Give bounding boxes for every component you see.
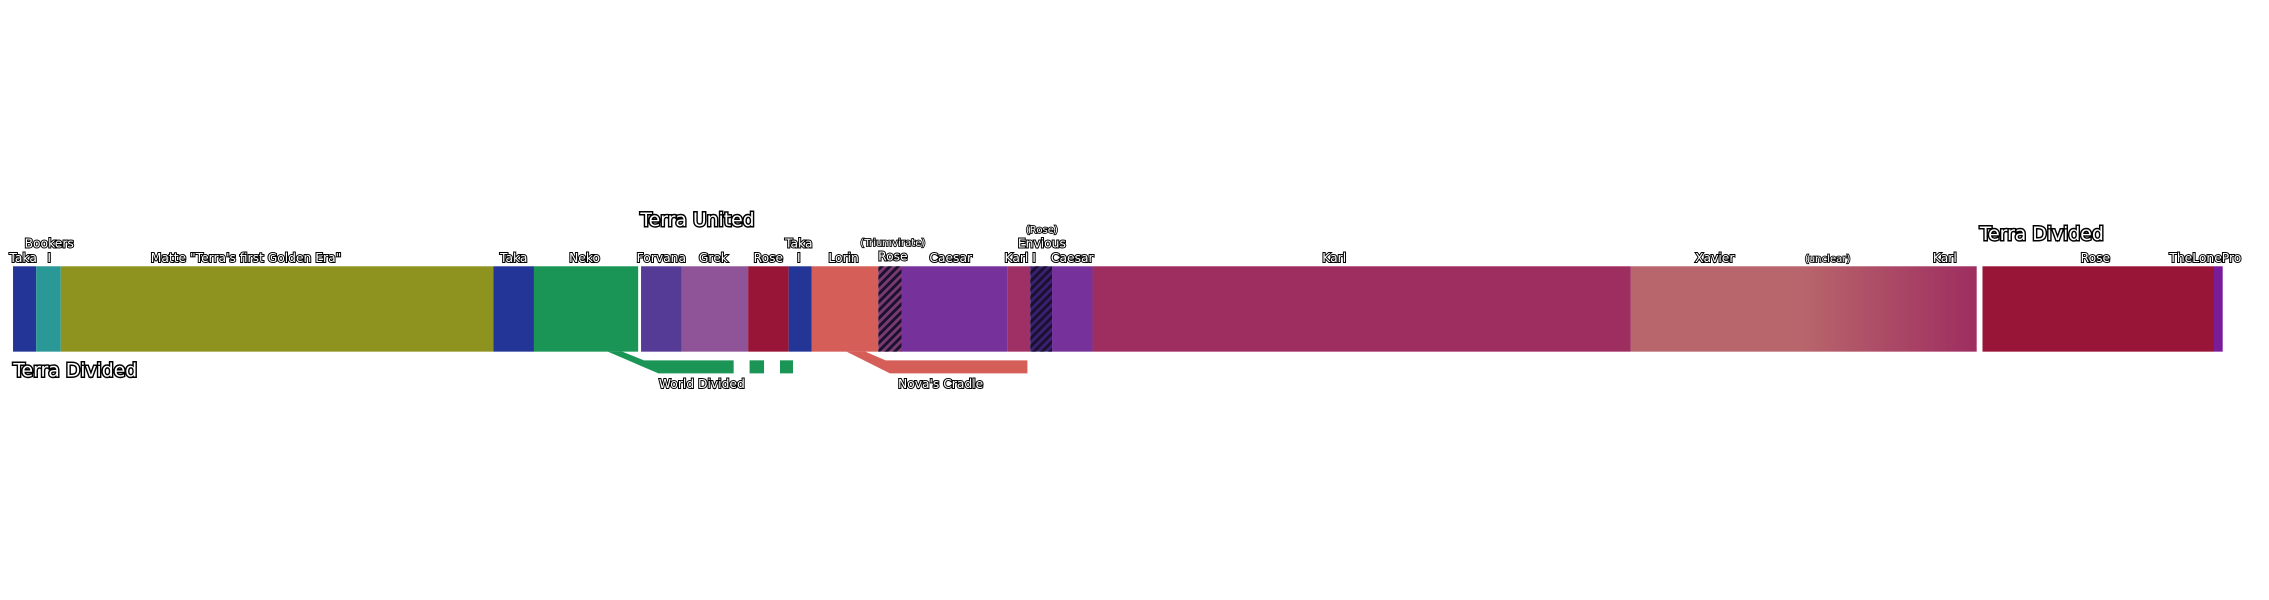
branch-label: Nova's Cradle [898,377,983,391]
segment-label: I [797,251,801,265]
segment [681,266,749,352]
branch-block [779,360,793,374]
start-annotation: Terra Divided [12,360,137,381]
segment [1092,266,1631,352]
segment-label: Rose [878,249,907,263]
segment-label: Lorin [828,251,858,265]
segment [493,266,534,352]
segment-label: Taka [784,236,812,250]
segment-label: TheLonePro [2168,251,2241,265]
branch-path [607,351,734,374]
branch-block [749,360,765,374]
segment-label: Bookers [25,236,74,250]
segment-label: I [47,251,51,265]
segment [1007,266,1031,352]
segment [641,266,682,352]
segment-label: Envious [1018,236,1066,250]
segment [60,266,494,352]
segment [13,266,37,352]
segment-hatch [1030,266,1053,352]
segment [748,266,789,352]
segment [788,266,812,352]
segment-label: Neko [569,251,600,265]
segment [1982,266,2215,352]
divided-annotation: Terra Divided [1979,224,2104,245]
segment-label: Grek [699,251,729,265]
segment [1052,266,1093,352]
segment-label: (Triumvirate) [860,238,925,249]
segment-label: Karl I [1004,251,1035,265]
segment-label: Matte "Terra's first Golden Era" [151,251,342,265]
segment-label: Karl [1933,251,1957,265]
united-annotation: Terra United [639,210,754,231]
segment [2214,266,2223,352]
segment-label: Caesar [929,251,973,265]
segment [533,266,639,352]
segment-label: Rose [2081,251,2111,265]
segment-label: Caesar [1051,251,1095,265]
segment-label: Taka [499,251,527,265]
segment-label: (Rose) [1026,225,1058,236]
segment-label: Taka [8,251,36,265]
segment [901,266,1008,352]
segment-label: Xavier [1695,251,1735,265]
branch-label: World Divided [659,377,745,391]
segment [811,266,879,352]
segment [1630,266,1977,352]
segment-label: (unclear) [1805,254,1851,265]
segment [36,266,61,352]
segment-label: Rose [754,251,783,265]
segment-label: Forvana [637,251,686,265]
segment-label: Karl [1322,251,1346,265]
branch-path [846,351,1028,374]
segment-hatch [878,266,902,352]
